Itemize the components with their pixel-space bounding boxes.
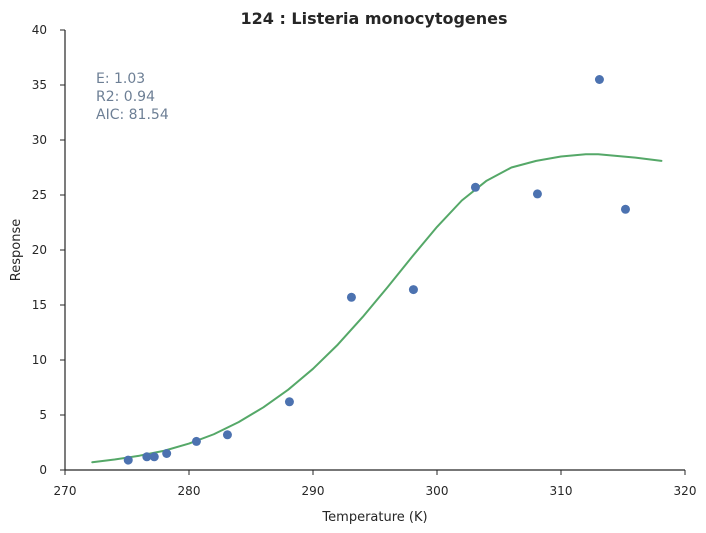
y-tick-label: 25 — [32, 188, 47, 202]
data-point — [142, 452, 152, 462]
fit-curve-group — [91, 153, 663, 464]
data-point — [408, 285, 418, 295]
stat-e-label: E: 1.03 — [96, 71, 145, 87]
stat-r2-label: R2: 0.94 — [96, 89, 155, 105]
data-point — [346, 292, 356, 302]
chart-title: 124 : Listeria monocytogenes — [240, 9, 507, 28]
y-tick-label: 10 — [32, 353, 47, 367]
data-point — [222, 430, 232, 440]
y-tick-label: 40 — [32, 23, 47, 37]
x-tick-label: 290 — [302, 484, 325, 498]
axes — [64, 30, 685, 471]
y-tick-label: 20 — [32, 243, 47, 257]
data-point — [532, 189, 542, 199]
y-tick-label: 30 — [32, 133, 47, 147]
data-points-group — [123, 75, 630, 465]
y-tick-label: 15 — [32, 298, 47, 312]
x-tick-label: 300 — [426, 484, 449, 498]
x-tick-label: 320 — [674, 484, 697, 498]
y-tick-label: 35 — [32, 78, 47, 92]
data-point — [594, 75, 604, 84]
data-point — [123, 455, 133, 465]
data-point — [470, 182, 480, 192]
x-axis-title: Temperature (K) — [321, 510, 427, 525]
data-point — [191, 436, 201, 446]
data-point — [149, 452, 159, 462]
data-point — [162, 449, 172, 458]
x-tick-label: 270 — [54, 484, 77, 498]
x-tick-label: 310 — [550, 484, 573, 498]
y-tick-label: 5 — [39, 408, 47, 422]
data-point — [284, 397, 294, 407]
y-tick-label: 0 — [39, 463, 47, 477]
x-axis-ticks: 270 280 290 300 310 320 — [54, 470, 697, 498]
stat-aic-label: AIC: 81.54 — [96, 107, 169, 123]
y-axis-ticks: 0 5 10 15 20 25 30 35 40 — [32, 23, 65, 477]
y-axis-title: Response — [9, 219, 24, 281]
x-tick-label: 280 — [178, 484, 201, 498]
fit-curve-line — [91, 153, 663, 464]
data-point — [620, 204, 630, 214]
fit-statistics: E: 1.03 R2: 0.94 AIC: 81.54 — [96, 71, 169, 123]
